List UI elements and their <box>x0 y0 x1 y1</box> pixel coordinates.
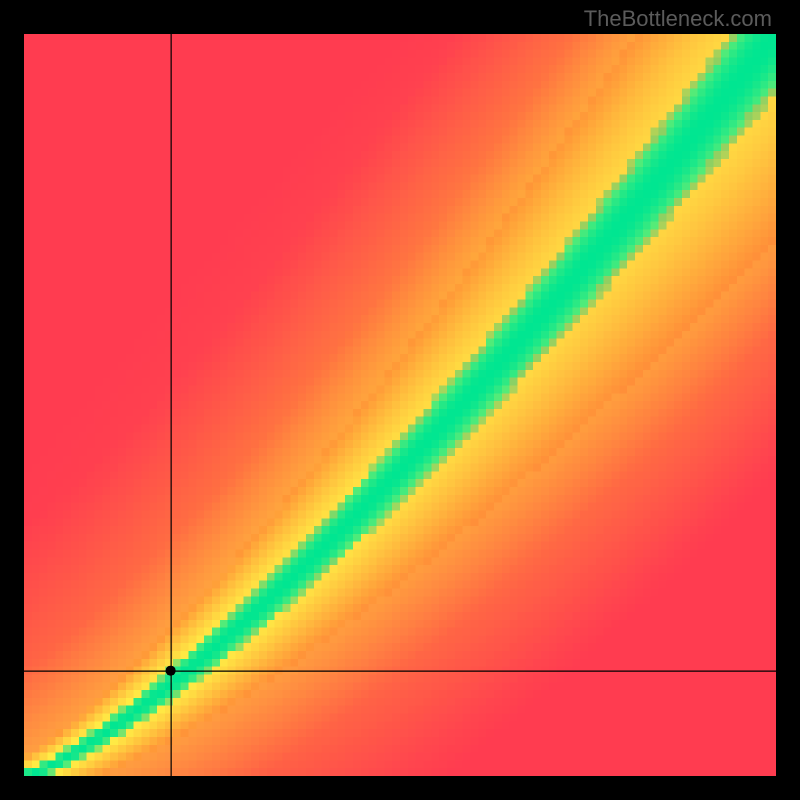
chart-container: TheBottleneck.com <box>0 0 800 800</box>
watermark-text: TheBottleneck.com <box>584 6 772 32</box>
plot-area <box>24 34 776 776</box>
heatmap-canvas <box>24 34 776 776</box>
